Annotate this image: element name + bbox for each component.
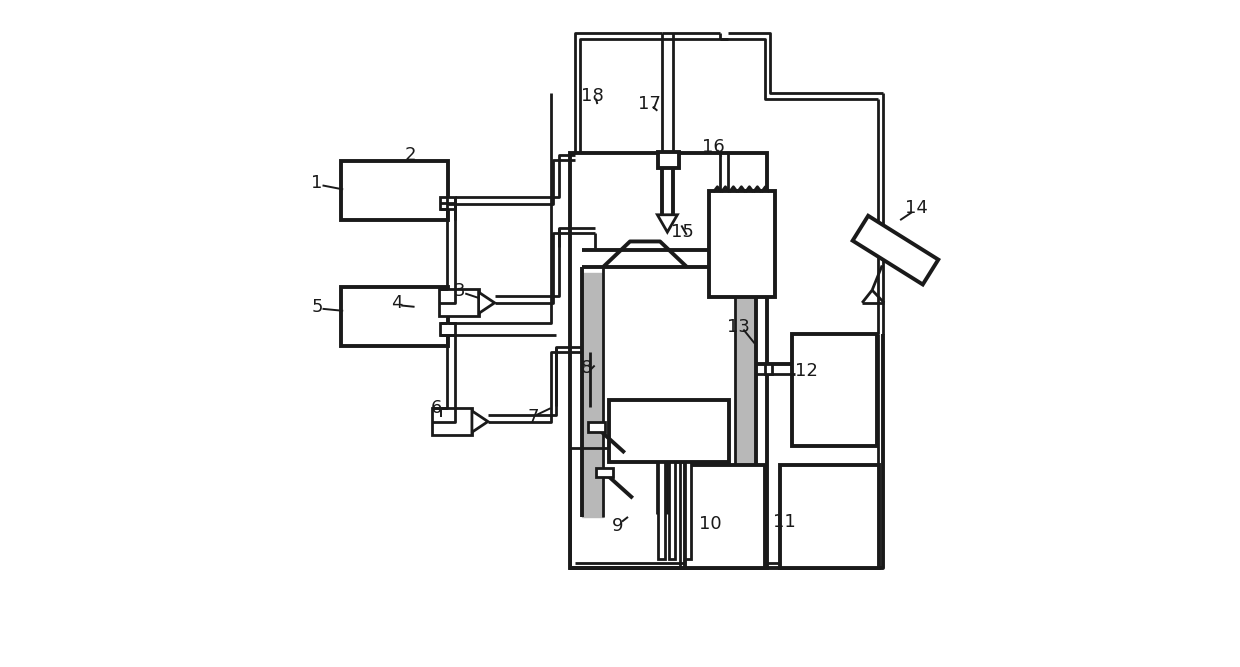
Bar — [341, 161, 448, 220]
Bar — [596, 468, 613, 477]
Text: 18: 18 — [580, 87, 604, 105]
Text: 17: 17 — [637, 95, 661, 113]
Text: 10: 10 — [698, 516, 722, 533]
Text: 16: 16 — [702, 138, 724, 155]
Text: 9: 9 — [613, 517, 624, 534]
Bar — [588, 422, 605, 432]
Bar — [780, 465, 879, 568]
Bar — [765, 364, 773, 374]
Text: 12: 12 — [795, 362, 818, 380]
Bar — [658, 462, 665, 559]
Bar — [658, 152, 680, 168]
Bar — [792, 334, 878, 446]
Bar — [439, 289, 479, 316]
Bar — [686, 465, 765, 568]
Bar — [570, 153, 766, 568]
Text: 3: 3 — [454, 282, 466, 299]
Bar — [668, 462, 676, 559]
Bar — [609, 400, 729, 462]
Polygon shape — [479, 292, 495, 313]
Polygon shape — [853, 215, 939, 285]
Text: 11: 11 — [773, 513, 795, 530]
Text: 15: 15 — [671, 223, 694, 241]
Text: 4: 4 — [392, 294, 403, 311]
Bar — [582, 273, 604, 517]
Bar — [570, 448, 680, 568]
Polygon shape — [472, 411, 487, 432]
Bar — [735, 273, 756, 517]
Text: 7: 7 — [527, 408, 539, 426]
Text: 6: 6 — [430, 400, 443, 417]
Bar — [440, 197, 455, 209]
Polygon shape — [657, 215, 677, 232]
Text: 8: 8 — [582, 360, 593, 377]
Text: 1: 1 — [311, 175, 322, 192]
Bar — [341, 287, 448, 346]
Bar — [709, 191, 775, 297]
Bar — [432, 408, 472, 435]
Bar — [440, 323, 455, 335]
Text: 13: 13 — [728, 318, 750, 336]
Text: 5: 5 — [311, 298, 322, 315]
Text: 2: 2 — [404, 146, 417, 163]
Bar — [684, 462, 692, 559]
Text: 14: 14 — [905, 199, 928, 217]
